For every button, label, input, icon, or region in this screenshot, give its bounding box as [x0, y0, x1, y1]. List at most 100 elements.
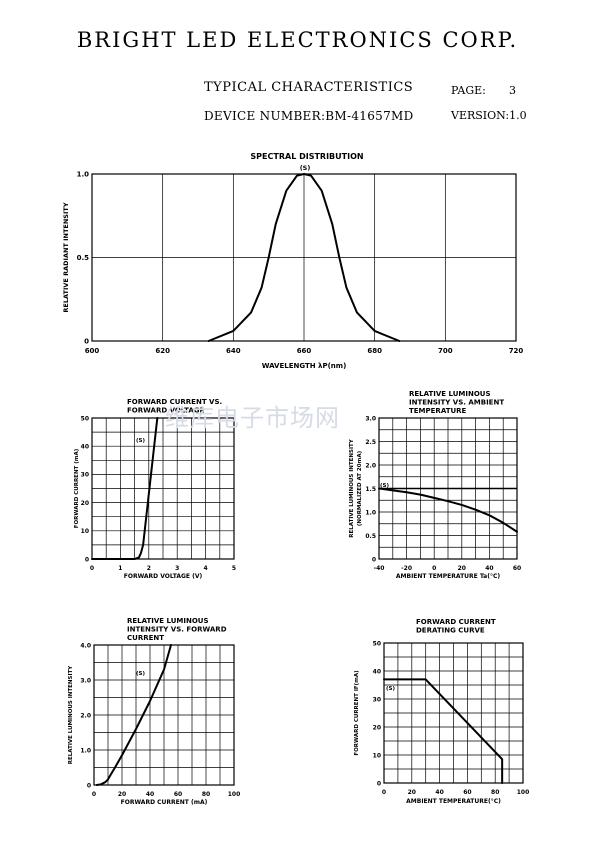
x-tick-label: 60	[513, 565, 521, 572]
x-tick-label: 0	[382, 789, 386, 796]
x-tick-label: 40	[485, 565, 493, 572]
y-tick-label: 30	[373, 696, 381, 703]
y-tick-label: 30	[81, 472, 89, 479]
x-tick-label: 20	[458, 565, 466, 572]
x-tick-label: 20	[408, 789, 416, 796]
x-tick-label: 5	[232, 565, 236, 572]
series-label: (S)	[300, 164, 311, 172]
chart-title: FORWARD CURRENT VS.	[127, 398, 222, 406]
chart-title: FORWARD VOLTAGE	[127, 407, 205, 415]
x-tick-label: 80	[491, 789, 499, 796]
x-tick-label: 0	[92, 791, 96, 798]
x-tick-label: 3	[175, 565, 179, 572]
x-tick-label: 600	[85, 347, 100, 355]
y-tick-label: 50	[373, 640, 381, 647]
y-tick-label: 1.0	[365, 509, 376, 516]
x-tick-label: 2	[147, 565, 151, 572]
x-tick-label: 1	[118, 565, 122, 572]
x-tick-label: 40	[435, 789, 443, 796]
chart-spectral: 600 620 640 660 680 700 720 0 0.5 1.0 SPECTRAL DIS…	[62, 152, 523, 370]
y-tick-label: 2.0	[80, 712, 91, 719]
y-tick-label: 50	[81, 415, 89, 422]
x-tick-label: 700	[438, 347, 453, 355]
company-name: BRIGHT LED ELECTRONICS CORP.	[76, 28, 519, 52]
x-axis-label: FORWARD VOLTAGE (V)	[124, 573, 203, 580]
y-tick-label: 0	[85, 556, 89, 563]
y-tick-label: 0	[87, 782, 91, 789]
page-label: PAGE:	[451, 84, 486, 97]
x-axis-label: AMBIENT TEMPERATURE Ta(°C)	[396, 573, 500, 580]
x-tick-label: 680	[367, 347, 382, 355]
x-tick-label: 60	[463, 789, 471, 796]
y-tick-label: 0.5	[365, 533, 376, 540]
y-tick-label: 10	[373, 752, 381, 759]
y-tick-label: 0	[377, 780, 381, 787]
y-tick-label: 0	[372, 556, 376, 563]
y-tick-label: 0	[84, 338, 89, 346]
device-number: DEVICE NUMBER:BM-41657MD	[204, 109, 414, 123]
series-line	[383, 678, 504, 784]
y-tick-label: 20	[373, 724, 381, 731]
x-tick-label: 80	[202, 791, 210, 798]
chart-title: INTENSITY VS. FORWARD	[127, 626, 227, 634]
plot-frame	[383, 642, 524, 784]
x-axis-label: WAVELENGTH λP(nm)	[262, 362, 347, 370]
document-title: TYPICAL CHARACTERISTICS	[204, 80, 414, 95]
y-axis-label-secondary: (NORMALIZED AT 20mA)	[357, 450, 363, 526]
chart-title: RELATIVE LUMINOUS	[409, 390, 491, 398]
x-tick-label: 660	[297, 347, 312, 355]
x-tick-label: -40	[374, 565, 385, 572]
y-tick-label: 10	[81, 528, 89, 535]
series-label: (S)	[136, 438, 145, 444]
y-tick-label: 0.5	[77, 254, 90, 262]
x-tick-label: 640	[226, 347, 241, 355]
x-tick-label: 100	[228, 791, 241, 798]
plot-frame	[93, 644, 235, 786]
x-tick-label: 620	[155, 347, 170, 355]
version: VERSION:1.0	[451, 109, 527, 122]
chart-derating: 0 20 40 60 80 100 0 10 20 30 40 50 FORWARD CURRENTDE…	[354, 618, 529, 805]
series-label: (S)	[136, 671, 145, 677]
series-label: (S)	[380, 483, 389, 489]
y-tick-label: 20	[81, 500, 89, 507]
y-axis-label: RELATIVE LUMINOUS INTENSITY	[68, 665, 74, 764]
y-tick-label: 2.5	[365, 439, 376, 446]
plot-frame	[91, 417, 235, 560]
x-tick-label: 20	[118, 791, 126, 798]
y-axis-label: FORWARD CURRENT (mA)	[74, 448, 80, 528]
chart-iv_ta: -40 -20 0 20 40 60 0 0.5 1.0 1.5 2.0 2.5 3.0 RELATIVE…	[349, 390, 521, 580]
y-tick-label: 1.0	[77, 171, 90, 179]
y-axis-label: FORWARD CURRENT IF(mA)	[354, 670, 360, 756]
x-tick-label: -20	[401, 565, 412, 572]
x-tick-label: 40	[146, 791, 154, 798]
y-tick-label: 2.0	[365, 462, 376, 469]
y-tick-label: 1.0	[80, 747, 91, 754]
y-tick-label: 3.0	[80, 677, 91, 684]
y-tick-label: 40	[81, 444, 89, 451]
x-axis-label: AMBIENT TEMPERATURE(°C)	[406, 798, 501, 805]
x-tick-label: 100	[517, 789, 530, 796]
chart-title: RELATIVE LUMINOUS	[127, 617, 209, 625]
page-number: 3	[509, 84, 516, 97]
x-tick-label: 4	[204, 565, 208, 572]
chart-title: FORWARD CURRENT	[416, 618, 496, 626]
chart-title: TEMPERATURE	[409, 407, 467, 415]
x-tick-label: 720	[509, 347, 524, 355]
chart-title: DERATING CURVE	[416, 627, 485, 635]
x-axis-label: FORWARD CURRENT (mA)	[121, 799, 208, 806]
x-tick-label: 0	[432, 565, 436, 572]
y-tick-label: 1.5	[365, 486, 376, 493]
series-label: (S)	[386, 686, 395, 692]
y-tick-label: 4.0	[80, 642, 91, 649]
y-tick-label: 40	[373, 668, 381, 675]
chart-title: INTENSITY VS. AMBIENT	[409, 399, 504, 407]
x-tick-label: 0	[90, 565, 94, 572]
chart-title: SPECTRAL DISTRIBUTION	[250, 152, 363, 161]
y-axis-label: RELATIVE LUMINOUS INTENSITY	[349, 438, 355, 537]
chart-iv_if: 0 20 40 60 80 100 0 1.0 2.0 3.0 4.0 RELATIVE LUMINO…	[68, 617, 240, 806]
x-tick-label: 60	[174, 791, 182, 798]
y-tick-label: 3.0	[365, 415, 376, 422]
series-line	[91, 417, 159, 560]
